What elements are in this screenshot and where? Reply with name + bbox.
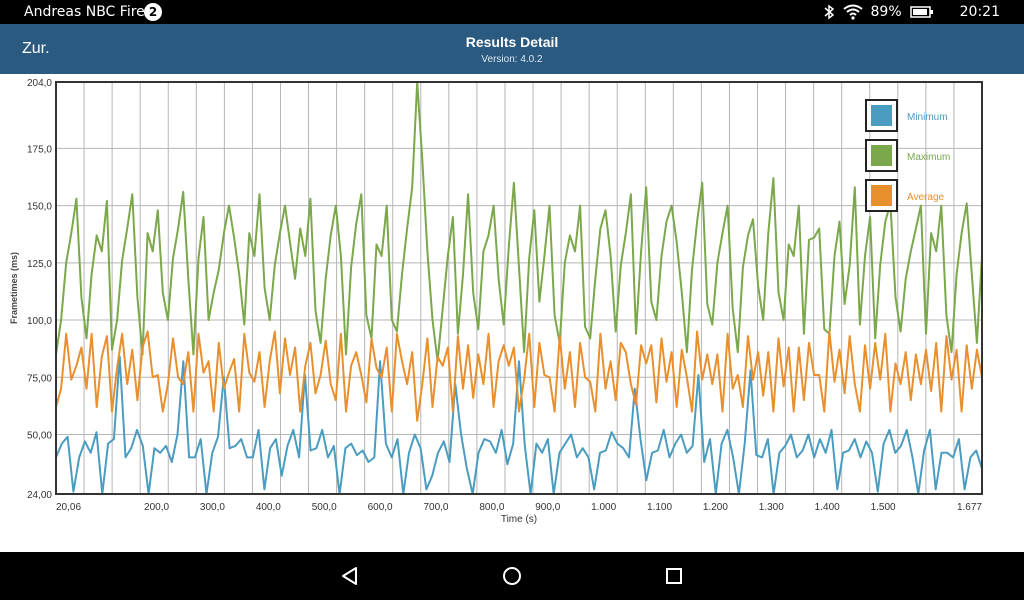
status-time: 20:21 <box>959 4 1000 20</box>
x-tick-label: 800,0 <box>479 502 504 513</box>
x-tick-label: 500,0 <box>312 502 337 513</box>
legend-label-minimum: Minimum <box>907 112 948 123</box>
chart-legend: Minimum Maximum Average <box>865 99 950 212</box>
legend-swatch-minimum <box>871 105 892 126</box>
x-tick-label: 300,0 <box>200 502 225 513</box>
back-button[interactable]: Zur. <box>22 40 50 57</box>
y-tick-label: 175,0 <box>27 144 52 155</box>
app-bar: Zur. Results Detail Version: 4.0.2 <box>0 24 1024 74</box>
chart-grid <box>55 81 983 495</box>
chart-series <box>55 81 983 495</box>
series-line-minimum <box>55 355 983 495</box>
x-tick-label: 1.100 <box>647 502 672 513</box>
version-label: Version: 4.0.2 <box>481 54 543 65</box>
x-tick-label: 1.200 <box>703 502 728 513</box>
y-tick-label: 150,0 <box>27 202 52 213</box>
legend-label-average: Average <box>907 192 945 203</box>
x-tick-label: 1.500 <box>871 502 896 513</box>
x-tick-label: 700,0 <box>423 502 448 513</box>
y-tick-label: 204,0 <box>27 78 52 89</box>
x-tick-label: 900,0 <box>535 502 560 513</box>
legend-swatch-average <box>871 185 892 206</box>
y-axis-label: Frametimes (ms) <box>9 252 19 324</box>
y-tick-label: 125,0 <box>27 259 52 270</box>
bluetooth-icon <box>824 4 834 20</box>
legend-swatch-maximum <box>871 145 892 166</box>
series-line-maximum <box>55 81 983 363</box>
y-tick-label: 75,00 <box>27 373 52 384</box>
status-icons: 89% 20:21 <box>823 0 1000 24</box>
chart-axes: 24,00 50,00 75,00 100,0 125,0 150,0 175,0 204,0… <box>27 78 983 513</box>
y-tick-label: 24,00 <box>27 490 52 501</box>
status-bar: Andreas NBC Fire 2 89% 20:21 <box>0 0 1024 24</box>
nav-home-icon[interactable] <box>500 564 524 588</box>
x-axis-label: Time (s) <box>501 514 537 525</box>
series-line-average <box>55 330 983 422</box>
x-tick-label: 400,0 <box>256 502 281 513</box>
x-tick-label: 1.300 <box>759 502 784 513</box>
legend-label-maximum: Maximum <box>907 152 950 163</box>
x-tick-label: 1.000 <box>591 502 616 513</box>
frametime-chart: 24,00 50,00 75,00 100,0 125,0 150,0 175,0 204,0… <box>9 78 983 525</box>
x-tick-label: 1.677 <box>957 502 982 513</box>
x-tick-label: 1.400 <box>815 502 840 513</box>
x-tick-label: 200,0 <box>144 502 169 513</box>
status-user-name: Andreas NBC Fire <box>24 4 145 20</box>
plot-border <box>55 81 983 495</box>
notification-count-badge: 2 <box>144 3 162 21</box>
battery-icon <box>909 6 933 18</box>
x-tick-label: 20,06 <box>56 502 81 513</box>
y-tick-label: 100,0 <box>27 316 52 327</box>
page-title: Results Detail <box>465 34 559 50</box>
nav-recents-icon[interactable] <box>662 564 686 588</box>
plot-area <box>56 82 982 494</box>
y-tick-label: 50,00 <box>27 430 52 441</box>
battery-percent: 89% <box>870 4 902 20</box>
nav-back-icon[interactable] <box>338 564 362 588</box>
wifi-icon <box>842 4 863 20</box>
x-tick-label: 600,0 <box>368 502 393 513</box>
navigation-bar <box>0 552 1024 600</box>
